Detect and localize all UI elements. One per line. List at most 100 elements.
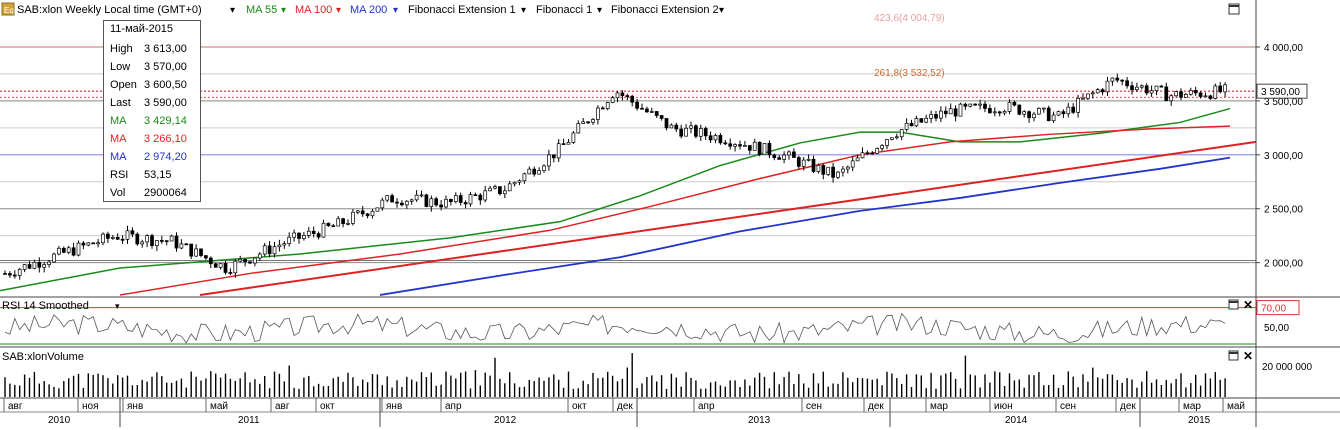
- candle-body: [282, 243, 287, 246]
- candle-body: [184, 243, 189, 246]
- candle-body: [311, 230, 316, 234]
- info-row-value: 3 613,00: [144, 43, 187, 55]
- candle-body: [1203, 95, 1208, 98]
- candle-body: [698, 128, 703, 137]
- candle-body: [130, 230, 135, 235]
- month-label: мар: [1183, 401, 1201, 412]
- price-tick-label: 4 000,00: [1264, 43, 1303, 54]
- candle-body: [983, 103, 987, 109]
- candle-body: [596, 107, 600, 120]
- fib-ext1-dropdown-icon[interactable]: ▾: [521, 5, 526, 16]
- rsi-level-marker: [1256, 300, 1300, 316]
- candle-body: [1125, 80, 1129, 87]
- candle-body: [375, 207, 380, 212]
- candle-body: [238, 258, 243, 262]
- candle-body: [292, 232, 296, 238]
- volume-close-icon[interactable]: ✕: [1243, 349, 1253, 363]
- rsi-level-label: 70,00: [1261, 304, 1286, 315]
- volume-title[interactable]: SAB:xlonVolume: [2, 351, 84, 363]
- candle-body: [272, 246, 277, 255]
- candle-body: [953, 108, 958, 117]
- candle-body: [674, 124, 679, 130]
- month-label: авг: [275, 401, 290, 412]
- candle-body: [635, 101, 639, 109]
- symbol-dropdown-icon[interactable]: ▾: [230, 5, 235, 16]
- candle-body: [302, 235, 306, 239]
- ma55-legend[interactable]: MA 55: [246, 4, 277, 16]
- candle-body: [101, 233, 105, 244]
- candle-body: [532, 168, 537, 175]
- candle-body: [483, 190, 488, 201]
- candle-body: [306, 230, 311, 236]
- candle-body: [664, 118, 669, 129]
- info-row: Last 3 590,00: [110, 95, 200, 111]
- fib-ext2-dropdown-icon[interactable]: ▾: [719, 5, 724, 16]
- rsi-title[interactable]: RSI 14 Smoothed: [2, 300, 89, 312]
- candle-body: [218, 263, 223, 268]
- candle-body: [816, 164, 821, 172]
- candle-body: [880, 145, 884, 149]
- info-date: 11-май-2015: [110, 23, 174, 35]
- info-row-label: Vol: [110, 187, 126, 199]
- info-row-value: 3 429,14: [144, 115, 187, 127]
- candle-body: [801, 159, 806, 167]
- candle-body: [61, 247, 66, 253]
- candle-body: [968, 103, 973, 107]
- candle-body: [1208, 95, 1213, 99]
- candle-body: [1090, 92, 1095, 95]
- candle-body: [1110, 77, 1115, 82]
- ma55-dropdown-icon[interactable]: ▾: [281, 5, 286, 16]
- candle-body: [919, 118, 924, 123]
- candle-body: [1007, 101, 1012, 112]
- fib-ext1-legend[interactable]: Fibonacci Extension 1: [408, 4, 516, 16]
- candle-body: [841, 168, 845, 173]
- volume-maximize-button[interactable]: [1228, 350, 1239, 361]
- maximize-button[interactable]: [1228, 3, 1240, 15]
- candle-body: [1051, 114, 1056, 122]
- candle-body: [689, 125, 693, 129]
- candlestick-series: [3, 73, 1227, 280]
- candle-body: [331, 225, 336, 228]
- month-label: янв: [127, 401, 143, 412]
- candle-body: [649, 111, 654, 113]
- rsi-maximize-button[interactable]: [1228, 299, 1239, 310]
- candle-body: [106, 233, 110, 239]
- candle-body: [493, 186, 497, 189]
- candle-body: [1144, 85, 1149, 94]
- candle-body: [341, 218, 345, 225]
- fib1-dropdown-icon[interactable]: ▾: [597, 5, 602, 16]
- candle-body: [1066, 106, 1071, 115]
- candle-body: [992, 111, 997, 114]
- symbol-title[interactable]: SAB:xlon Weekly Local time (GMT+0): [17, 4, 202, 16]
- fib-ext2-legend[interactable]: Fibonacci Extension 2: [611, 4, 719, 16]
- candle-body: [836, 171, 840, 178]
- candle-body: [76, 242, 81, 256]
- candle-body: [963, 103, 968, 107]
- fib1-legend[interactable]: Fibonacci 1: [536, 4, 592, 16]
- fib-label-lower: 261,8(3 532,52): [874, 68, 945, 79]
- price-tick-label: 2 000,00: [1264, 259, 1303, 270]
- candle-body: [395, 201, 399, 204]
- rsi-dropdown-icon[interactable]: ▾: [115, 301, 120, 311]
- candle-body: [17, 269, 22, 276]
- candle-body: [875, 147, 880, 154]
- ma200-dropdown-icon[interactable]: ▾: [393, 5, 398, 16]
- candle-body: [120, 238, 125, 241]
- candle-body: [586, 121, 590, 124]
- ma200-legend[interactable]: MA 200: [350, 4, 387, 16]
- month-label: сен: [806, 401, 822, 412]
- ma100-legend[interactable]: MA 100: [295, 4, 332, 16]
- candle-body: [625, 95, 630, 97]
- candle-body: [865, 152, 870, 155]
- candle-body: [257, 253, 262, 259]
- ma100-dropdown-icon[interactable]: ▾: [336, 5, 341, 16]
- candle-body: [703, 128, 708, 137]
- candle-body: [571, 132, 576, 143]
- candle-body: [71, 247, 76, 256]
- rsi-close-icon[interactable]: ✕: [1243, 298, 1253, 312]
- candle-body: [1100, 89, 1105, 93]
- candle-body: [1213, 85, 1218, 99]
- candle-body: [8, 273, 12, 276]
- candle-body: [899, 129, 904, 138]
